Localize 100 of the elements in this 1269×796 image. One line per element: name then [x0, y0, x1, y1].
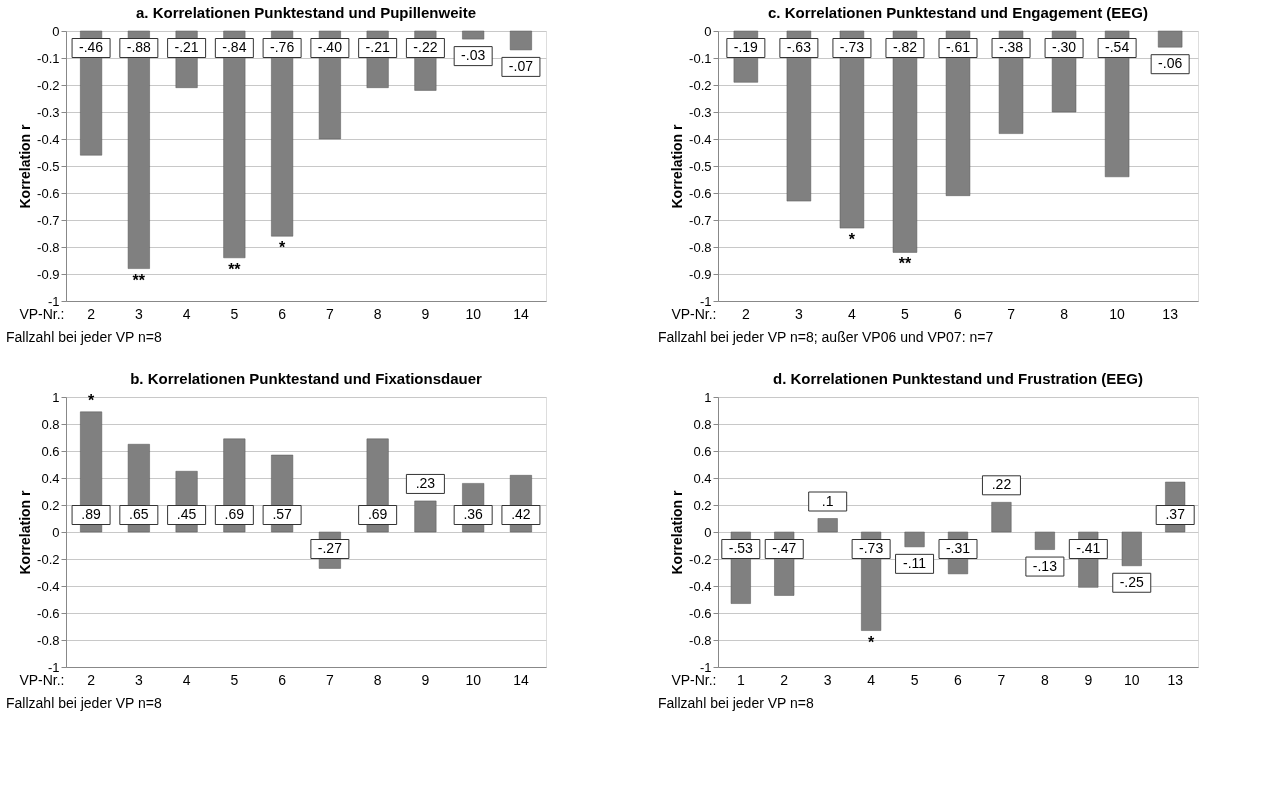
- x-tick-label: 2: [780, 671, 789, 688]
- data-label: .42: [511, 506, 531, 522]
- y-tick-label: -0.8: [37, 239, 60, 255]
- x-tick-label: 10: [1109, 305, 1126, 322]
- x-tick-label: 4: [182, 305, 191, 322]
- x-tick-label: 4: [848, 305, 857, 322]
- x-tick-label: 5: [901, 305, 910, 322]
- x-tick-label: 14: [513, 671, 529, 688]
- data-label: -.27: [317, 540, 343, 556]
- annotation: *: [279, 239, 286, 257]
- x-tick-label: 9: [421, 305, 430, 322]
- y-tick-label: -0.2: [689, 77, 712, 93]
- bar: [414, 500, 437, 533]
- x-tick-label: 1: [736, 671, 745, 688]
- y-axis-title: Korrelation r: [669, 489, 686, 575]
- y-tick-label: -0.4: [37, 131, 60, 147]
- x-tick-label: 2: [741, 305, 750, 322]
- y-tick-label: -0.5: [37, 158, 60, 174]
- x-tick-label: 3: [794, 305, 803, 322]
- data-label: -.53: [728, 540, 754, 556]
- data-label: -.82: [892, 39, 918, 55]
- x-tick-label: 4: [182, 671, 191, 688]
- bar: [904, 531, 925, 548]
- data-label: .36: [463, 506, 484, 522]
- data-label: -.84: [222, 39, 247, 55]
- chart-title: a. Korrelationen Punktestand und Pupillenweite: [135, 4, 477, 21]
- bar: [1121, 531, 1142, 566]
- x-tick-label: 13: [1162, 305, 1179, 322]
- data-label: .45: [176, 506, 197, 522]
- data-label: -.21: [174, 39, 199, 55]
- y-tick-label: 0.6: [693, 443, 712, 459]
- data-label: -.11: [903, 554, 927, 571]
- text: Fallzahl bei jeder VP n=8; außer VP06 und VP07: n=7: [658, 329, 994, 345]
- y-axis-title: Korrelation r: [17, 489, 34, 575]
- x-tick-label: 9: [421, 671, 430, 688]
- x-tick-label: 8: [1060, 305, 1069, 322]
- x-tick-label: 7: [1007, 305, 1016, 322]
- data-label: -.73: [859, 540, 884, 556]
- x-tick-label: 2: [87, 305, 96, 322]
- data-label: -.21: [365, 39, 390, 55]
- x-tick-label: 3: [134, 305, 143, 322]
- data-label: -.31: [945, 540, 971, 556]
- text: Fallzahl bei jeder VP n=8: [658, 695, 814, 711]
- data-label: -.22: [413, 39, 438, 55]
- x-tick-label: 7: [325, 305, 334, 322]
- text: Fallzahl bei jeder VP n=8: [6, 329, 162, 345]
- y-tick-label: -0.8: [689, 239, 712, 255]
- x-tick-label: 8: [373, 671, 382, 688]
- data-label: .69: [367, 506, 388, 522]
- data-label: -.06: [1158, 55, 1183, 72]
- annotation: *: [848, 231, 856, 249]
- x-tick-label: 6: [954, 671, 963, 688]
- x-tick-label: 5: [910, 671, 919, 688]
- annotation: *: [87, 391, 95, 409]
- y-tick-label: -0.4: [689, 578, 712, 594]
- data-label: -.30: [1052, 39, 1077, 55]
- y-tick-label: -0.9: [689, 266, 712, 282]
- y-tick-label: -0.2: [689, 551, 712, 567]
- data-label: -.38: [998, 39, 1024, 55]
- data-label: .69: [224, 506, 245, 522]
- x-tick-label: 7: [325, 671, 334, 688]
- x-tick-label: 8: [1040, 671, 1049, 688]
- x-tick-label: 7: [997, 671, 1006, 688]
- x-tick-label: 3: [134, 671, 143, 688]
- y-tick-label: 0: [52, 23, 60, 39]
- annotation: **: [132, 271, 146, 289]
- y-tick-label: 0.4: [41, 470, 60, 486]
- y-tick-label: -0.6: [689, 605, 712, 621]
- data-label: -.07: [508, 57, 534, 74]
- y-tick-label: 1: [52, 389, 60, 405]
- annotation: **: [898, 255, 912, 273]
- data-label: -.13: [1032, 557, 1058, 574]
- x-tick-label: 6: [954, 305, 963, 322]
- y-tick-label: -0.6: [37, 605, 60, 621]
- data-label: -.73: [839, 39, 865, 55]
- y-tick-label: -0.2: [37, 551, 60, 567]
- y-tick-label: -0.6: [37, 185, 60, 201]
- data-label: -.25: [1119, 573, 1145, 590]
- data-label: .65: [129, 506, 149, 522]
- y-tick-label: -0.1: [37, 50, 60, 66]
- data-label: .89: [81, 506, 102, 522]
- data-label: .1: [821, 492, 834, 509]
- x-tick-label: 13: [1167, 671, 1184, 688]
- data-label: .37: [1165, 506, 1186, 522]
- data-label: -.61: [945, 39, 971, 55]
- bar: [817, 518, 838, 533]
- x-tick-label: 2: [87, 671, 96, 688]
- x-tick-label: 6: [278, 305, 287, 322]
- y-tick-label: 0.2: [693, 497, 712, 513]
- x-tick-label: 6: [278, 671, 287, 688]
- y-tick-label: -0.4: [689, 131, 712, 147]
- y-tick-label: -0.9: [37, 266, 60, 282]
- bar: [1034, 531, 1055, 550]
- y-tick-label: -0.6: [689, 185, 712, 201]
- y-tick-label: -0.7: [37, 212, 60, 228]
- y-tick-label: 0.4: [693, 470, 712, 486]
- data-label: .23: [415, 474, 436, 491]
- y-axis-title: Korrelation r: [17, 123, 34, 209]
- bar: [991, 502, 1012, 533]
- y-tick-label: 0.8: [693, 416, 712, 432]
